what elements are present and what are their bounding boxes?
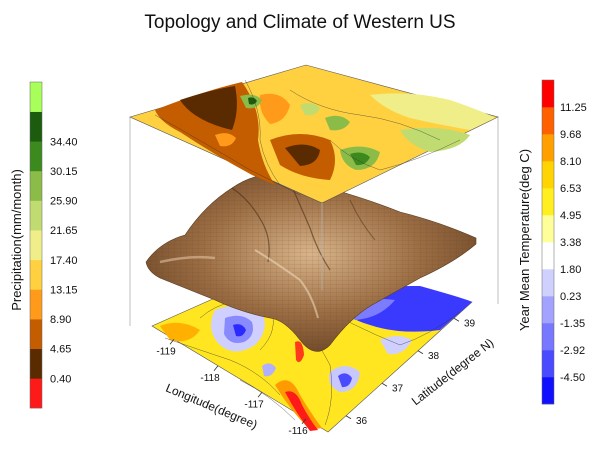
precipitation-level-label: 8.90	[50, 314, 71, 326]
precipitation-level-label: 17.40	[50, 255, 78, 267]
y-tick-mark	[417, 350, 424, 355]
precipitation-swatch	[30, 378, 42, 409]
temperature-level-label: -4.50	[560, 372, 585, 384]
precipitation-swatch	[30, 259, 42, 290]
precipitation-level-label: 4.65	[50, 344, 71, 356]
precipitation-swatch	[30, 230, 42, 261]
precipitation-level-label: 21.65	[50, 225, 78, 237]
temperature-swatch	[542, 242, 554, 270]
temperature-level-label: 4.95	[560, 210, 581, 222]
precipitation-scale-label: Precipitation(mm/month)	[9, 169, 24, 311]
elevation-surface	[145, 174, 477, 352]
temperature-level-label: 9.68	[560, 129, 581, 141]
y-tick-label: 39	[464, 318, 476, 329]
temperature-swatch	[542, 80, 554, 108]
precipitation-level-label: 13.15	[50, 284, 78, 296]
precipitation-swatch	[30, 348, 42, 379]
precipitation-swatch	[30, 289, 42, 320]
temperature-level-label: 6.53	[560, 183, 581, 195]
chart-title: Topology and Climate of Western US	[144, 12, 455, 33]
x-tick-mark	[213, 365, 219, 371]
temperature-swatch	[542, 215, 554, 243]
temperature-swatch	[542, 323, 554, 351]
x-tick-mark	[301, 418, 307, 424]
temperature-level-label: -1.35	[560, 318, 585, 330]
precipitation-contour-plane	[129, 64, 499, 204]
precipitation-level-label: 25.90	[50, 196, 78, 208]
precipitation-swatch	[30, 111, 42, 142]
y-tick-label: 38	[428, 351, 440, 362]
precipitation-swatch	[30, 82, 42, 112]
x-tick-mark	[169, 339, 175, 345]
y-tick-label: 36	[356, 416, 368, 427]
temperature-swatch	[542, 161, 554, 189]
precipitation-colorbar: 0.40 4.65 8.90 13.15 17.40 21.65 25.90 30.15 34.…	[29, 81, 78, 409]
precipitation-level-label: 0.40	[50, 373, 71, 385]
precipitation-level-label: 30.15	[50, 166, 78, 178]
x-tick-label: -117	[244, 399, 264, 410]
precipitation-swatch	[30, 141, 42, 172]
x-tick-mark	[257, 392, 263, 398]
x-tick-label: -116	[288, 426, 308, 437]
temperature-swatch	[542, 107, 554, 135]
y-axis-ticks: 36 37 38 39	[345, 317, 476, 427]
temperature-frame	[541, 79, 555, 405]
x-axis-ticks: -119 -118 -117 -116	[156, 339, 308, 437]
precipitation-frame	[29, 81, 43, 409]
temperature-level-label: -2.92	[560, 345, 585, 357]
temperature-swatch	[542, 134, 554, 162]
temperature-level-label: 1.80	[560, 264, 581, 276]
temperature-scale-label: Year Mean Temperature(deg C)	[517, 149, 532, 331]
temperature-level-label: 8.10	[560, 156, 581, 168]
precipitation-swatch	[30, 170, 42, 201]
temperature-colorbar: -4.50 -2.92 -1.35 0.23 1.80 3.38 4.95 6.53 8.10 9…	[541, 79, 587, 405]
y-tick-mark	[381, 382, 388, 387]
temperature-swatch	[542, 269, 554, 297]
x-tick-label: -118	[200, 373, 220, 384]
precipitation-level-label: 34.40	[50, 136, 78, 148]
temperature-level-label: 0.23	[560, 291, 581, 303]
temperature-swatch	[542, 377, 554, 405]
temperature-swatch	[542, 350, 554, 378]
precipitation-swatch	[30, 319, 42, 350]
y-tick-mark	[453, 317, 460, 322]
precipitation-swatch	[30, 200, 42, 231]
x-tick-label: -119	[156, 346, 176, 357]
y-tick-label: 37	[392, 383, 404, 394]
temperature-level-label: 11.25	[560, 102, 587, 114]
temperature-swatch	[542, 188, 554, 216]
temperature-swatch	[542, 296, 554, 324]
temperature-level-label: 3.38	[560, 237, 581, 249]
y-tick-mark	[345, 415, 352, 420]
